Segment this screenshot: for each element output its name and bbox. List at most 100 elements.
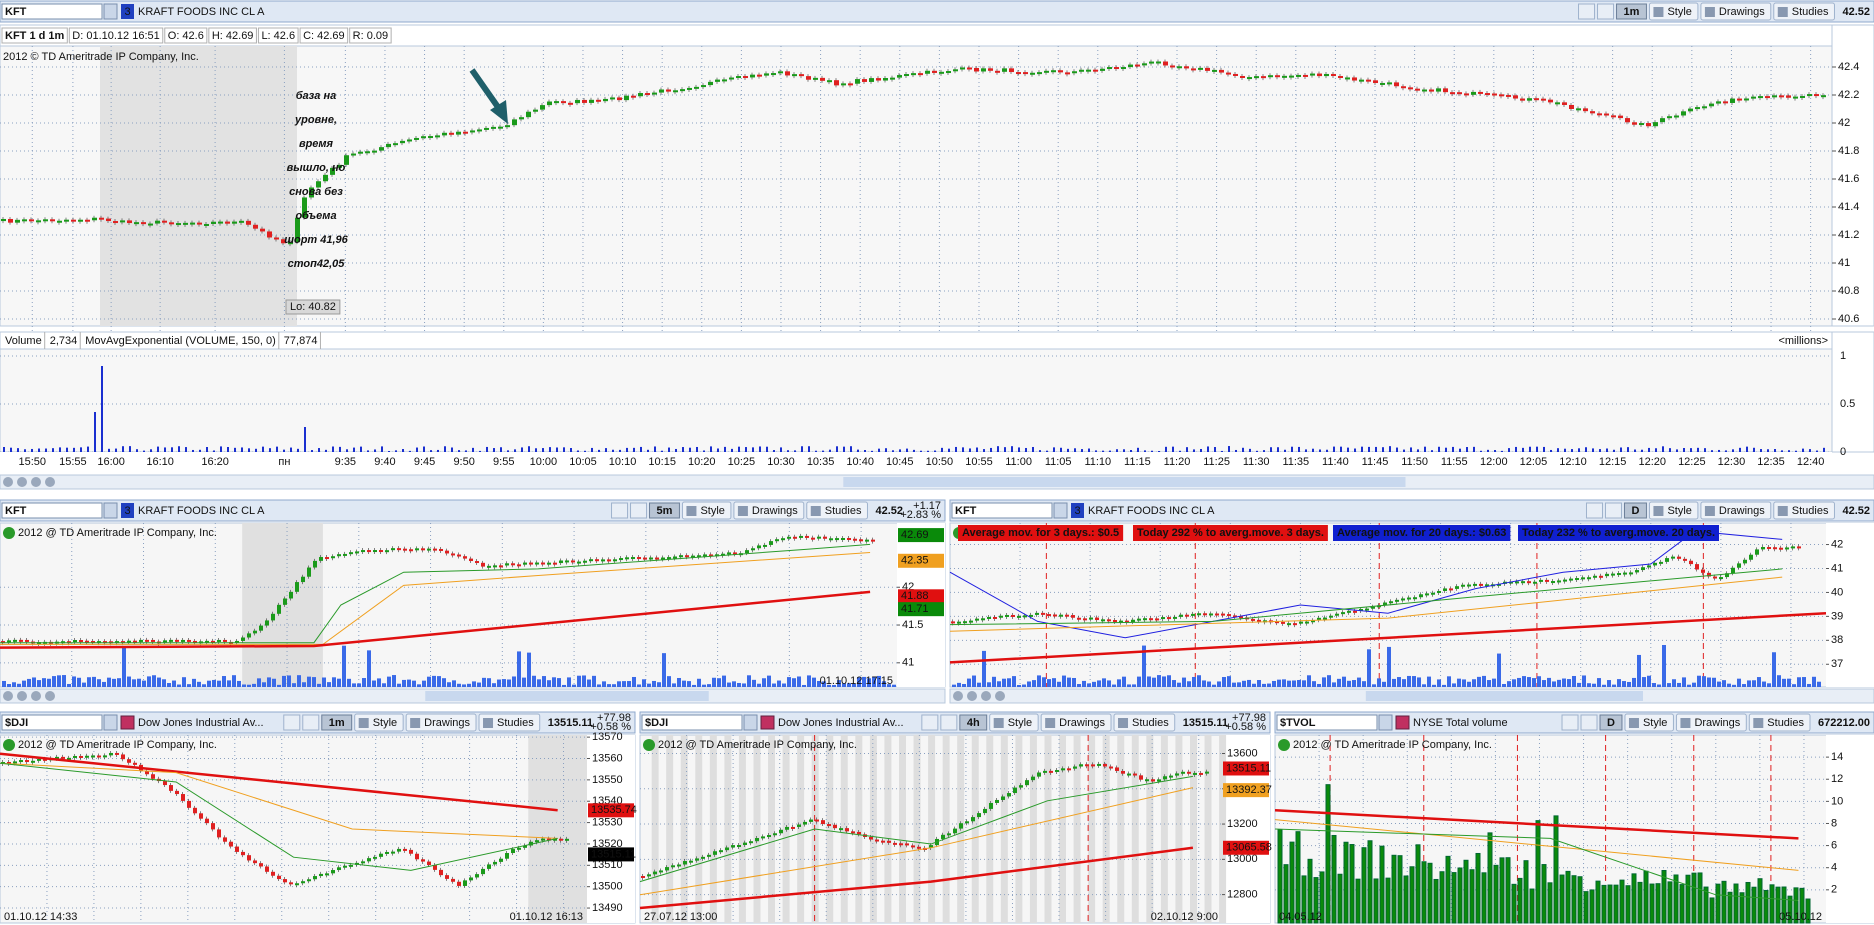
candle [1191,68,1196,71]
candle [1067,768,1071,771]
tool-icon[interactable] [1597,3,1615,20]
volume-bar [1392,678,1396,687]
volume-legend: MovAvgExponential (VOLUME, 150, 0) [85,335,276,347]
volume-bar [1052,678,1056,687]
toolbar-button[interactable] [1040,713,1112,732]
volume-bar [878,448,880,452]
tool-icon[interactable] [1561,714,1579,731]
interval-button[interactable] [321,714,353,731]
toolbar-button[interactable] [806,501,868,520]
tool-icon[interactable] [1580,714,1598,731]
symbol-input[interactable] [1,502,103,519]
candle [211,640,215,643]
zoom-button[interactable] [967,691,977,701]
symbol-dropdown[interactable] [1378,714,1393,731]
scroll-thumb[interactable] [843,477,1406,487]
tool-icon[interactable] [611,502,629,519]
volume-bar [787,450,789,452]
volume-bar [892,450,894,452]
candle [193,807,197,814]
tool-icon[interactable] [302,714,320,731]
symbol-input[interactable] [641,714,743,731]
tool-icon[interactable] [283,714,301,731]
candle [1365,608,1369,611]
volume-bar [1319,449,1321,452]
zoom-button[interactable] [995,691,1005,701]
tool-icon[interactable] [1604,502,1622,519]
interval-button[interactable] [1616,3,1647,20]
symbol-dropdown[interactable] [1053,502,1068,519]
candle [904,74,909,77]
volume-bar [1127,684,1131,687]
tool-icon[interactable] [630,502,648,519]
toolbar-button[interactable] [1113,713,1176,732]
instrument-name[interactable]: Dow Jones Industrial Av... [778,717,904,729]
toolbar-button[interactable] [1675,713,1747,732]
candle [283,598,287,605]
candle [1497,583,1501,586]
info-icon[interactable] [3,739,15,751]
zoom-button[interactable] [953,691,963,701]
zoom-button[interactable] [31,691,41,701]
volume-bar [267,677,271,687]
symbol-dropdown[interactable] [743,714,758,731]
toolbar-button[interactable] [478,713,541,732]
toolbar-button[interactable] [405,713,477,732]
zoom-button[interactable] [981,691,991,701]
interval-button[interactable] [649,502,680,519]
zoom-button[interactable] [17,477,27,487]
instrument-name[interactable]: NYSE Total volume [1413,717,1508,729]
tool-icon[interactable] [1585,502,1603,519]
y-tick-label: 41.4 [1838,201,1859,213]
session-stripe [1029,735,1037,923]
zoom-button[interactable] [3,691,13,701]
zoom-button[interactable] [45,477,55,487]
candle [1086,69,1091,72]
symbol-dropdown[interactable] [103,714,118,731]
zoom-button[interactable] [45,691,55,701]
instrument-name[interactable]: KRAFT FOODS INC CL A [138,6,265,18]
toolbar-button[interactable] [1748,713,1811,732]
toolbar-button[interactable] [1700,2,1772,21]
scroll-thumb[interactable] [1365,691,1643,701]
symbol-input[interactable] [1276,714,1378,731]
candle [307,879,311,882]
candle [1044,70,1049,73]
volume-bar [1081,449,1083,452]
candle [379,853,383,857]
interval-button[interactable] [959,714,988,731]
zoom-button[interactable] [3,477,13,487]
toolbar-button[interactable] [733,501,805,520]
interval-button[interactable] [1599,714,1623,731]
volume-bar [94,412,96,452]
toolbar-button[interactable] [1700,501,1772,520]
tool-icon[interactable] [1578,3,1596,20]
symbol-dropdown[interactable] [103,3,118,20]
volume-bar [1802,448,1804,452]
symbol-input[interactable] [1,714,103,731]
instrument-name[interactable]: Dow Jones Industrial Av... [138,717,264,729]
candle [595,559,599,562]
candle [697,555,701,558]
info-icon[interactable] [1278,739,1290,751]
candle [1521,581,1525,584]
zoom-button[interactable] [17,691,27,701]
x-tick-label: 11:00 [1005,456,1032,468]
symbol-input[interactable] [1,3,103,20]
scroll-thumb[interactable] [425,691,709,701]
toolbar-button[interactable] [1773,501,1835,520]
interval-button[interactable] [1623,502,1647,519]
tool-icon[interactable] [921,714,939,731]
volume-bar [1373,878,1379,924]
info-icon[interactable] [643,739,655,751]
instrument-name[interactable]: KRAFT FOODS INC CL A [1088,505,1215,517]
volume-bar [619,449,621,452]
candle [855,79,860,84]
tool-icon[interactable] [940,714,958,731]
symbol-input[interactable] [951,502,1053,519]
instrument-name[interactable]: KRAFT FOODS INC CL A [138,505,265,517]
info-icon[interactable] [3,527,15,539]
toolbar-button[interactable] [1773,2,1835,21]
zoom-button[interactable] [31,477,41,487]
symbol-dropdown[interactable] [103,502,118,519]
